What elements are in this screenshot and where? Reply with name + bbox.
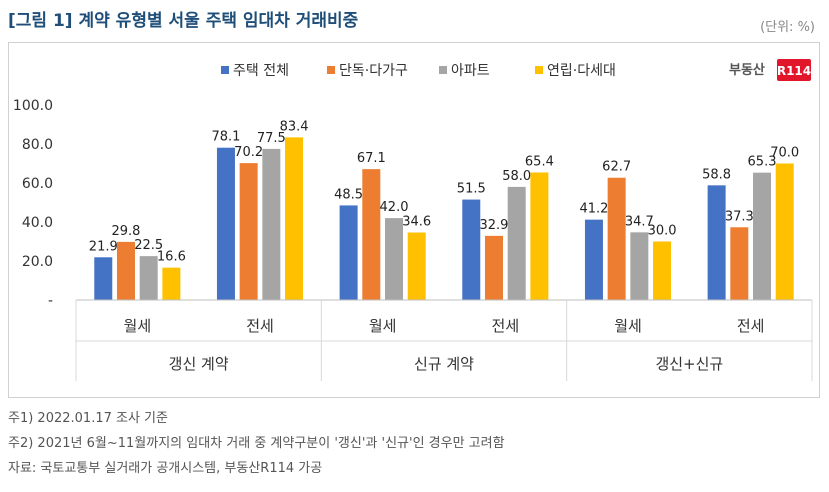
bar [385,218,404,300]
chart-title: [그림 1] 계약 유형별 서울 주택 임대차 거래비중 [8,11,359,31]
legend-swatch [535,66,543,74]
bar [216,147,235,300]
bar [94,257,113,300]
group-label: 갱신 계약 [169,355,229,373]
footnotes: 주1) 2022.01.17 조사 기준 주2) 2021년 6월~11월까지의… [8,406,505,481]
data-label: 65.4 [525,154,554,169]
bar-chart: - 20.0 40.0 60.0 80.0 100.0 주택 전체 단독·다가구 아파트 연립·다… [13,59,813,381]
category-label: 월세 [614,317,642,335]
source-note: 자료: 국토교통부 실거래가 공개시스템, 부동산R114 가공 [8,461,323,476]
bar [653,241,672,300]
data-label: 77.5 [257,131,286,146]
legend-swatch [439,66,447,74]
data-label: 70.2 [234,145,263,160]
data-label: 22.5 [134,238,163,253]
bar [285,137,304,300]
bar [530,172,549,300]
legend-label: 연립·다세대 [547,63,616,79]
data-label: 41.2 [579,202,608,217]
bar [484,235,503,300]
data-label: 34.6 [402,215,431,230]
logo-badge [777,59,811,81]
data-label: 83.4 [280,119,309,134]
chart-frame: - 20.0 40.0 60.0 80.0 100.0 주택 전체 단독·다가구 아파트 연립·다… [8,42,820,398]
bar [116,241,135,300]
data-label: 29.8 [112,224,141,239]
bar [584,219,603,300]
data-label: 21.9 [89,239,118,254]
logo-badge-text: R114 [777,64,811,78]
data-label: 65.3 [748,155,777,170]
legend-swatch [221,66,229,74]
bar [362,169,381,300]
bar [707,185,726,300]
footnote-1: 주1) 2022.01.17 조사 기준 [8,411,168,426]
bar [339,205,358,300]
bar [630,232,649,300]
category-label: 월세 [369,317,397,335]
group-label: 갱신+신규 [655,355,723,373]
data-label: 37.3 [725,209,754,224]
bar [730,227,749,300]
y-tick-label: 80.0 [22,137,53,153]
category-label: 월세 [124,317,152,335]
bar [239,163,258,300]
data-label: 42.0 [380,200,409,215]
legend-label: 단독·다가구 [339,63,408,79]
y-tick-label: 40.0 [22,215,53,231]
category-label: 전세 [737,317,765,335]
y-tick-label: - [48,293,53,309]
legend-swatch [327,66,335,74]
bar [139,256,158,300]
data-label: 78.1 [211,130,240,145]
data-label: 67.1 [357,151,386,166]
bar [262,148,281,300]
bar [462,199,481,300]
data-label: 34.7 [625,214,654,229]
bar [775,163,794,300]
legend-label: 아파트 [451,63,490,79]
data-label: 70.0 [770,146,799,161]
category-label: 전세 [492,317,520,335]
bar [162,267,181,300]
y-tick-label: 100.0 [13,98,53,114]
data-label: 30.0 [648,224,677,239]
data-label: 16.6 [157,250,186,265]
bar [753,172,772,300]
bar [507,186,526,300]
bar [407,232,426,300]
data-label: 48.5 [334,187,363,202]
legend-label: 주택 전체 [233,63,289,79]
category-label: 전세 [246,317,274,335]
logo-text: 부동산 [729,62,765,78]
data-label: 58.8 [702,167,731,182]
y-tick-label: 60.0 [22,176,53,192]
data-label: 51.5 [457,182,486,197]
y-tick-label: 20.0 [22,254,53,270]
data-label: 62.7 [602,160,631,175]
data-label: 32.9 [480,218,509,233]
unit-label: (단위: %) [760,20,815,35]
footnote-2: 주2) 2021년 6월~11월까지의 임대차 거래 중 계약구분이 '갱신'과… [8,436,505,451]
data-label: 58.0 [502,169,531,184]
bar [607,177,626,300]
group-label: 신규 계약 [414,355,474,373]
